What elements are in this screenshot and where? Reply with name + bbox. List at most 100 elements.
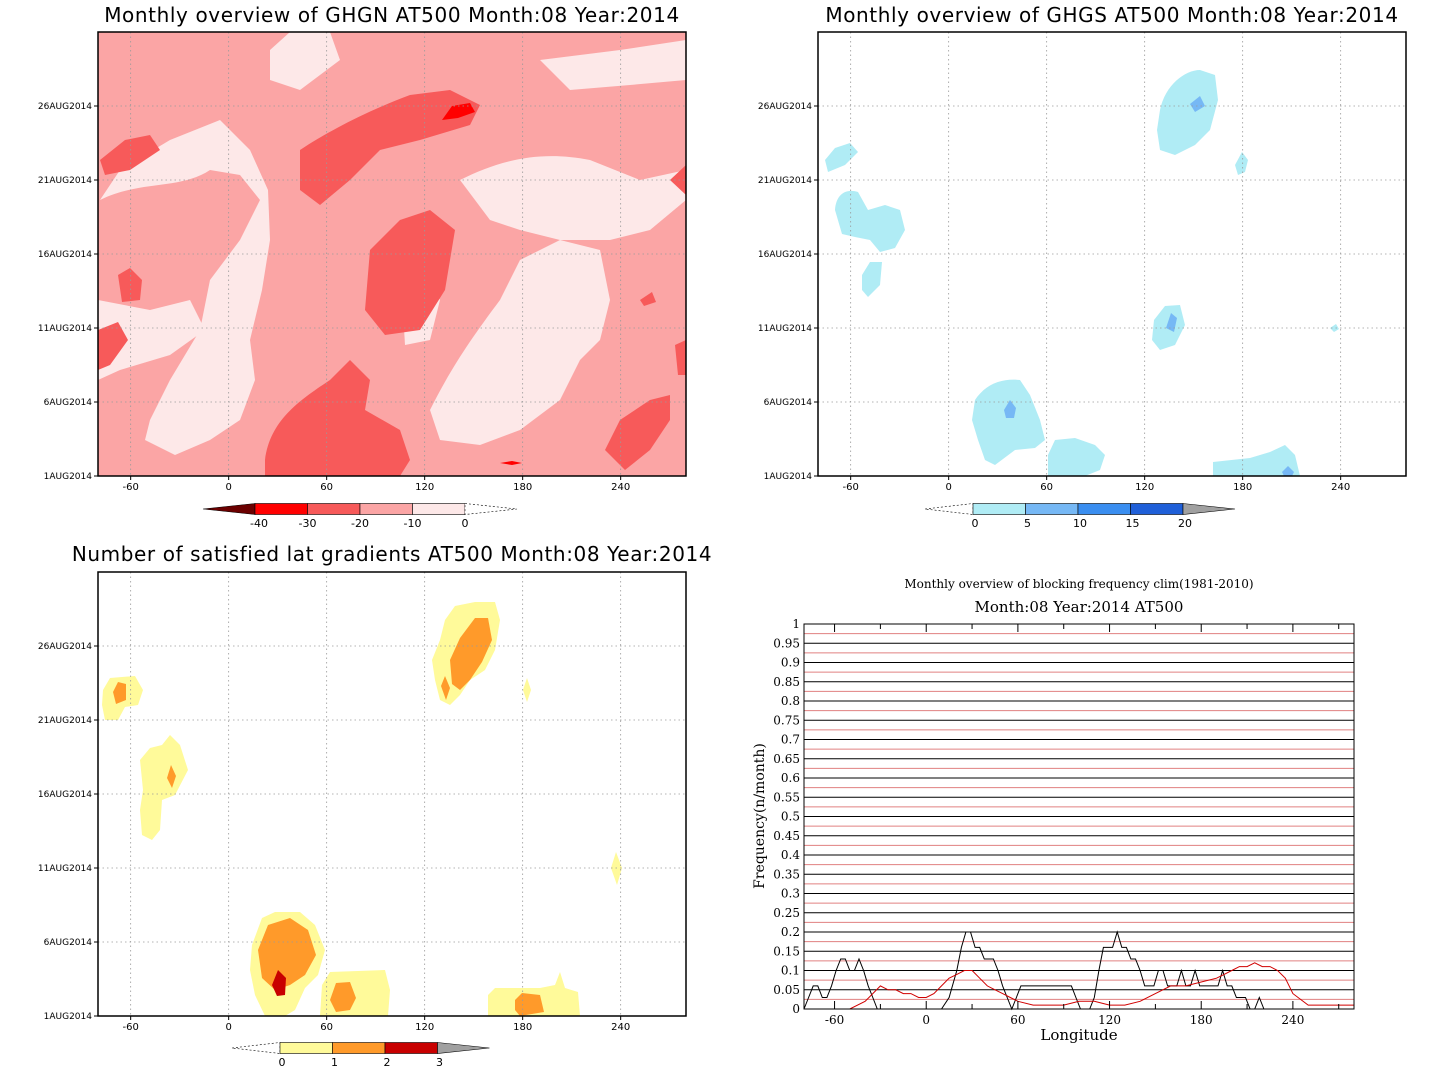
colorbar-label: 10 <box>1073 517 1087 530</box>
colorbar-label: 2 <box>384 1056 391 1069</box>
lat-contour-orange <box>515 993 544 1016</box>
x-tick-label: -60 <box>122 1022 138 1033</box>
colorbar-label: 0 <box>462 517 469 530</box>
freq-y-tick-label: 0.45 <box>773 829 800 843</box>
freq-y-tick-label: 0.4 <box>781 848 800 862</box>
freq-xlabel: Longitude <box>1040 1026 1117 1044</box>
freq-series-line-2 <box>804 962 1354 1010</box>
ghgn-contour-mid <box>640 292 656 306</box>
ghgs-contour-light <box>1048 438 1105 476</box>
ghgs-contour-light <box>972 379 1045 465</box>
x-tick-label: 0 <box>225 482 231 493</box>
freq-y-tick-label: 0.6 <box>781 771 800 785</box>
colorbar-segment <box>279 1042 333 1054</box>
y-tick-label: 6AUG2014 <box>44 938 93 948</box>
ghgs-colorbar: 0 5 10 15 20 <box>924 503 1236 530</box>
x-tick-label: 240 <box>611 482 630 493</box>
ghgs-axis-ticks: -60 0 60 120 180 240 1AUG2014 6AUG2014 11AUG2014… <box>758 102 1350 493</box>
lat-contour-orange <box>113 682 126 704</box>
colorbar-label: -10 <box>404 517 422 530</box>
y-tick-label: 26AUG2014 <box>38 102 92 112</box>
colorbar-end-triangle <box>202 503 256 515</box>
freq-title: Monthly overview of blocking frequency c… <box>904 577 1253 591</box>
lat-contour-orange <box>167 765 176 788</box>
x-tick-label: -60 <box>122 482 138 493</box>
freq-y-tick-label: 0.55 <box>773 790 800 804</box>
colorbar-label: 5 <box>1024 517 1031 530</box>
x-tick-label: 0 <box>945 482 951 493</box>
freq-y-tick-label: 0.15 <box>773 944 800 958</box>
freq-x-tick-label: 60 <box>1010 1013 1025 1027</box>
ghgs-contour-light <box>1235 152 1248 175</box>
colorbar-end-triangle <box>437 1042 490 1054</box>
colorbar-label: 20 <box>1178 517 1192 530</box>
freq-y-tick-label: 0.8 <box>781 694 800 708</box>
x-tick-label: 180 <box>513 482 532 493</box>
lat-colorbar: 0 1 2 3 <box>231 1042 490 1069</box>
lat-contour-orange <box>258 918 316 990</box>
x-tick-label: 60 <box>320 482 333 493</box>
ghgs-contour-mid <box>1004 400 1016 418</box>
colorbar-segment <box>384 1042 438 1054</box>
colorbar-segment <box>332 1042 386 1054</box>
colorbar-label: 3 <box>436 1056 443 1069</box>
ghgn-contour-mid <box>365 210 455 335</box>
ghgn-contour-mid <box>100 135 160 175</box>
freq-subtitle: Month:08 Year:2014 AT500 <box>975 598 1184 616</box>
freq-y-tick-label: 0.95 <box>773 636 800 650</box>
ghgs-contour-light <box>1157 70 1218 155</box>
colorbar-label: -40 <box>250 517 268 530</box>
x-tick-label: 180 <box>513 1022 532 1033</box>
freq-y-tick-label: 0.3 <box>781 887 800 901</box>
y-tick-label: 16AUG2014 <box>758 250 812 260</box>
colorbar-end-triangle <box>464 503 518 515</box>
lat-title: Number of satisfied lat gradients AT500 … <box>72 542 712 566</box>
ghgs-contour-mid <box>1282 466 1294 476</box>
y-tick-label: 11AUG2014 <box>38 324 92 334</box>
freq-y-tick-label: 0.35 <box>773 867 800 881</box>
colorbar-end-triangle <box>1182 503 1236 515</box>
ghgs-contour-mid <box>1166 313 1177 332</box>
y-tick-label: 6AUG2014 <box>44 398 93 408</box>
x-tick-label: 240 <box>1331 482 1350 493</box>
y-tick-label: 21AUG2014 <box>758 176 812 186</box>
ghgn-axis-ticks: -60 0 60 120 180 240 1AUG2014 6AUG2014 11AUG2014… <box>38 102 630 493</box>
ghgs-contour-mid <box>1190 96 1205 112</box>
colorbar-segment <box>972 503 1026 515</box>
freq-y-tick-label: 0.25 <box>773 906 800 920</box>
x-tick-label: 180 <box>1233 482 1252 493</box>
colorbar-label: 0 <box>972 517 979 530</box>
lat-contour-orange <box>330 982 356 1012</box>
panel-ghgn: Monthly overview of GHGN AT500 Month:08 … <box>38 3 687 530</box>
y-tick-label: 6AUG2014 <box>764 398 813 408</box>
x-tick-label: 120 <box>415 482 434 493</box>
freq-y-tick-label: 0.85 <box>773 675 800 689</box>
ghgn-title: Monthly overview of GHGN AT500 Month:08 … <box>104 3 680 27</box>
colorbar-segment <box>412 503 466 515</box>
ghgn-contour-light <box>270 32 340 90</box>
panel-lat-gradients: Number of satisfied lat gradients AT500 … <box>38 542 712 1069</box>
lat-contour-orange <box>441 676 450 700</box>
ghgn-gridlines <box>98 32 686 476</box>
ghgn-contour-light <box>430 240 610 445</box>
ghgs-gridlines <box>818 32 1406 476</box>
lat-contour-yellow <box>488 972 580 1016</box>
ghgs-contour-light <box>835 190 905 252</box>
lat-contour-yellow <box>320 970 390 1016</box>
ghgn-contour-mid <box>605 395 670 470</box>
freq-y-tick-label: 0.75 <box>773 713 800 727</box>
colorbar-segment <box>1077 503 1131 515</box>
y-tick-label: 1AUG2014 <box>44 1012 93 1022</box>
y-tick-label: 21AUG2014 <box>38 716 92 726</box>
freq-x-tick-label: -60 <box>825 1013 844 1027</box>
ghgn-contour-strong <box>500 461 522 465</box>
ghgn-contour-strong <box>442 103 475 120</box>
ghgn-contour-mid <box>670 165 686 195</box>
colorbar-label: 0 <box>279 1056 286 1069</box>
y-tick-label: 1AUG2014 <box>764 472 813 482</box>
freq-y-tick-label: 0 <box>792 1002 800 1016</box>
lat-contour-yellow <box>523 678 531 702</box>
colorbar-label: -30 <box>299 517 317 530</box>
colorbar-segment <box>1025 503 1079 515</box>
ghgn-colorbar: -40 -30 -20 -10 0 <box>202 503 518 530</box>
